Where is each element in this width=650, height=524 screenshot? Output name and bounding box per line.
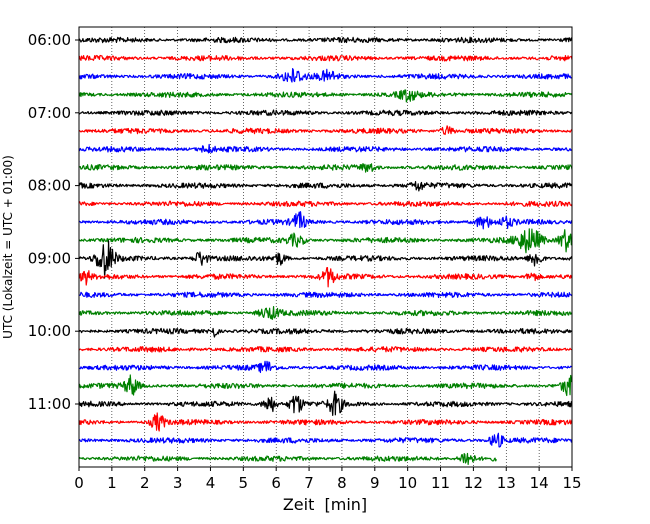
x-tick-label: 5 — [239, 474, 249, 492]
y-tick-label: 10:00 — [28, 322, 71, 340]
x-tick-label: 3 — [173, 474, 183, 492]
x-axis-label: Zeit [min] — [283, 495, 367, 514]
x-tick-label: 9 — [370, 474, 380, 492]
x-tick-label: 0 — [74, 474, 84, 492]
seismic-trace-1130 — [78, 432, 573, 448]
seismic-trace-0815 — [78, 200, 573, 208]
seismic-trace-0700 — [78, 109, 573, 117]
y-tick-label: 06:00 — [28, 31, 71, 49]
x-tick-label: 7 — [304, 474, 314, 492]
x-tick-label: 1 — [107, 474, 117, 492]
grid-layer — [111, 27, 540, 467]
y-tick-label: 11:00 — [28, 395, 71, 413]
x-tick-label: 15 — [562, 474, 581, 492]
seismic-trace-1030 — [78, 360, 573, 374]
x-tick-label: 13 — [497, 474, 516, 492]
seismic-trace-0915 — [78, 267, 573, 288]
seismic-trace-0930 — [78, 291, 573, 299]
x-tick-label: 8 — [337, 474, 347, 492]
seismic-trace-0830 — [78, 211, 573, 230]
seismic-trace-0745 — [78, 163, 573, 173]
seismic-trace-1115 — [78, 412, 573, 432]
plot-frame — [78, 26, 573, 468]
seismic-trace-0600 — [78, 36, 573, 44]
y-tick-label: 07:00 — [28, 104, 71, 122]
seismic-trace-0845 — [78, 228, 573, 254]
seismic-trace-0730 — [78, 143, 573, 154]
x-tick-label: 14 — [530, 474, 549, 492]
seismic-trace-0945 — [78, 305, 573, 321]
seismic-trace-1100 — [78, 390, 573, 416]
x-tick-layer: 0 1 2 3 4 5 6 7 8 9 10 11 12 13 14 15 — [74, 467, 582, 492]
x-tick-label: 4 — [206, 474, 216, 492]
x-tick-label: 12 — [464, 474, 483, 492]
y-axis-label: UTC (Lokalzeit = UTC + 01:00) — [1, 155, 15, 339]
y-tick-layer: 06:00 07:00 08:00 09:00 10:00 11:00 — [28, 31, 79, 413]
seismic-trace-1145 — [78, 452, 497, 466]
x-tick-label: 11 — [431, 474, 450, 492]
y-tick-label: 09:00 — [28, 249, 71, 267]
x-tick-label: 2 — [140, 474, 150, 492]
x-tick-label: 10 — [398, 474, 417, 492]
seismic-trace-0900 — [78, 240, 573, 279]
seismic-trace-1045 — [78, 374, 573, 397]
seismic-trace-0615 — [78, 54, 573, 62]
seismic-trace-0645 — [78, 89, 573, 103]
seismic-trace-1015 — [78, 346, 573, 353]
x-tick-label: 6 — [271, 474, 281, 492]
seismic-trace-0800 — [78, 181, 573, 192]
trace-layer — [78, 36, 573, 466]
seismic-trace-0715 — [78, 125, 573, 136]
seismic-trace-0630 — [78, 68, 573, 83]
y-tick-label: 08:00 — [28, 177, 71, 195]
seismic-trace-1000 — [78, 327, 573, 338]
